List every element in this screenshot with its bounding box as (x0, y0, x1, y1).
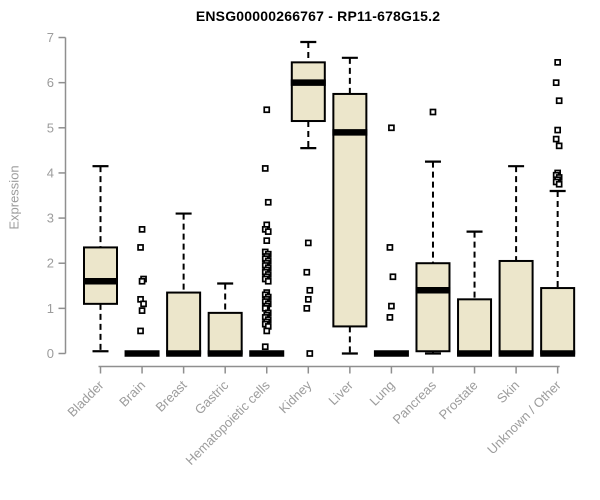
outlier-point (263, 327, 271, 335)
box-skin (498, 165, 534, 357)
x-tick-label: Lung (366, 378, 397, 409)
outlier-point (304, 239, 312, 247)
outlier-point (303, 305, 311, 312)
iqr-box (290, 61, 326, 123)
outlier-point (303, 268, 311, 276)
x-tick-label: Liver (325, 377, 356, 408)
iqr-box (540, 287, 576, 355)
outlier-point (554, 126, 562, 134)
outlier-point (261, 165, 269, 172)
y-tick-label: 3 (47, 211, 54, 226)
x-tick-label: Unknown / Other (484, 377, 564, 457)
box-liver (332, 56, 368, 355)
outlier-point (429, 108, 437, 116)
box-kidney (290, 40, 326, 357)
iqr-box (457, 298, 493, 355)
outlier-point (389, 273, 397, 281)
outlier-point (552, 79, 560, 87)
y-tick-label: 0 (47, 346, 54, 361)
outlier-point (555, 180, 563, 188)
y-axis: 0 1 2 3 4 5 6 7 (47, 30, 67, 361)
outlier-point (552, 135, 560, 143)
outlier-point (264, 277, 272, 285)
outlier-point (137, 244, 144, 251)
x-tick-label: Kidney (276, 377, 315, 416)
x-tick-label: Gastric (192, 377, 232, 417)
box-breast (166, 212, 202, 357)
outlier-point (264, 228, 272, 235)
outlier-point (264, 198, 272, 206)
outlier-point (138, 226, 146, 233)
iqr-box (415, 262, 451, 353)
outlier-point (555, 142, 563, 150)
iqr-box (166, 291, 202, 355)
y-tick-label: 5 (47, 120, 54, 135)
y-tick-label: 2 (47, 256, 54, 271)
iqr-box (207, 311, 243, 355)
y-tick-label: 1 (47, 301, 54, 316)
outlier-point (304, 295, 312, 303)
box-brain (124, 226, 160, 357)
outlier-point (388, 124, 395, 132)
box-gastric (207, 282, 243, 357)
iqr-box (498, 259, 534, 355)
box-unknown-other (540, 58, 576, 357)
outlier-point (138, 307, 146, 314)
iqr-box (332, 92, 368, 328)
outlier-point (263, 237, 271, 244)
outlier-point (140, 300, 147, 308)
box-prostate (457, 230, 493, 357)
x-tick-label: Bladder (64, 377, 107, 420)
x-tick-label: Breast (153, 377, 190, 414)
x-tick-label: Skin (494, 378, 522, 406)
outlier-point (137, 327, 144, 335)
outlier-point (554, 58, 562, 66)
y-tick-label: 6 (47, 75, 54, 90)
y-tick-label: 7 (47, 30, 54, 45)
outlier-point (386, 244, 394, 251)
iqr-box (83, 246, 118, 305)
box-bladder (83, 165, 118, 353)
y-tick-label: 4 (47, 165, 54, 180)
outlier-point (388, 302, 395, 310)
x-tick-label: Brain (116, 378, 148, 410)
outlier-point (386, 314, 394, 321)
box-lung (373, 124, 409, 357)
outlier-point (306, 286, 314, 294)
chart-title: ENSG00000266767 - RP11-678G15.2 (195, 8, 441, 24)
x-tick-label: Prostate (436, 378, 481, 423)
outlier-point (263, 106, 271, 114)
box-hematopoietic-cells (249, 106, 285, 357)
outlier-point (306, 350, 314, 357)
outlier-point (261, 343, 269, 351)
x-tick-label: Pancreas (390, 377, 440, 427)
outlier-point (555, 97, 563, 105)
outlier-point (138, 277, 146, 285)
box-pancreas (415, 108, 451, 355)
